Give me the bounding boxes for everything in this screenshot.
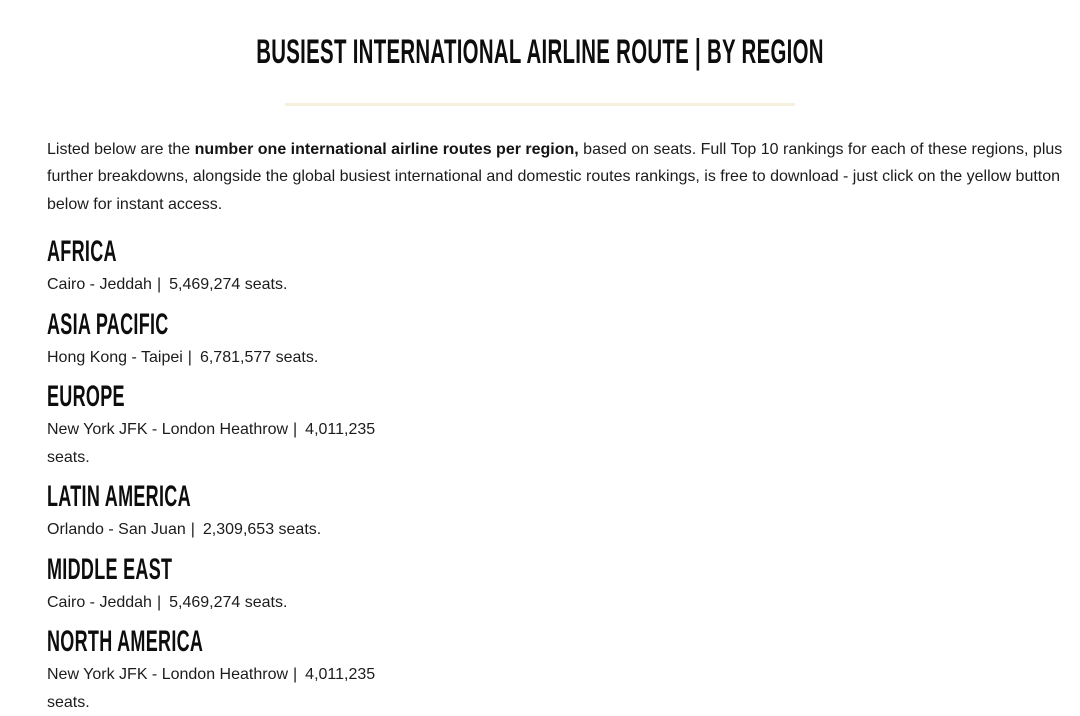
title-block: BUSIEST INTERNATIONAL AIRLINE ROUTE | BY… xyxy=(0,0,1080,92)
route-line: New York JFK - London Heathrow | 4,011,235… xyxy=(47,416,377,471)
route-separator: | xyxy=(156,276,162,294)
route-separator: | xyxy=(293,666,298,684)
route-name: Orlando - San Juan xyxy=(47,521,186,539)
region-heading: ASIA PACIFIC xyxy=(47,307,169,341)
route-seats: 4,011,235 seats. xyxy=(47,421,376,466)
region-heading: LATIN AMERICA xyxy=(47,480,191,514)
region-section-middle-east: MIDDLE EAST Cairo - Jeddah | 5,469,274 sea… xyxy=(47,544,1080,617)
route-line: New York JFK - London Heathrow | 4,011,235… xyxy=(47,661,377,716)
region-section-north-america: NORTH AMERICA New York JFK - London Heat… xyxy=(47,616,1080,716)
region-heading: NORTH AMERICA xyxy=(47,625,204,659)
intro-bold-phrase: number one international airline routes … xyxy=(194,140,579,158)
route-name: New York JFK - London Heathrow xyxy=(47,421,289,439)
region-section-africa: AFRICA Cairo - Jeddah | 5,469,274 seats. xyxy=(47,226,1080,299)
intro-paragraph: Listed below are the number one internat… xyxy=(47,136,1066,219)
route-line: Cairo - Jeddah | 5,469,274 seats. xyxy=(47,589,377,617)
route-seats: 5,469,274 seats. xyxy=(169,593,288,611)
page-title: BUSIEST INTERNATIONAL AIRLINE ROUTE | BY… xyxy=(256,32,824,71)
route-separator: | xyxy=(293,421,298,439)
region-section-europe: EUROPE New York JFK - London Heathrow | 4,… xyxy=(47,371,1080,471)
route-seats: 2,309,653 seats. xyxy=(202,521,322,539)
route-separator: | xyxy=(187,348,192,366)
intro-text-after: based on seats. Full Top 10 rankings for… xyxy=(47,140,1063,213)
region-heading: AFRICA xyxy=(47,235,117,269)
region-list: AFRICA Cairo - Jeddah | 5,469,274 seats. A… xyxy=(47,226,1080,716)
route-name: New York JFK - London Heathrow xyxy=(47,666,289,684)
route-name: Cairo - Jeddah xyxy=(47,276,152,294)
region-section-latin-america: LATIN AMERICA Orlando - San Juan | 2,309,6… xyxy=(47,471,1080,544)
route-seats: 6,781,577 seats. xyxy=(199,348,319,366)
title-underline xyxy=(285,102,795,106)
route-name: Hong Kong - Taipei xyxy=(47,348,183,366)
route-name: Cairo - Jeddah xyxy=(47,593,152,611)
region-section-asia-pacific: ASIA PACIFIC Hong Kong - Taipei | 6,781,57… xyxy=(47,299,1080,372)
route-line: Cairo - Jeddah | 5,469,274 seats. xyxy=(47,271,377,299)
intro-text-before: Listed below are the xyxy=(47,140,195,158)
route-separator: | xyxy=(190,521,195,539)
route-line: Orlando - San Juan | 2,309,653 seats. xyxy=(47,516,377,544)
region-heading: EUROPE xyxy=(47,380,125,414)
route-separator: | xyxy=(156,593,162,611)
region-heading: MIDDLE EAST xyxy=(47,552,173,586)
route-line: Hong Kong - Taipei | 6,781,577 seats. xyxy=(47,344,377,372)
route-seats: 5,469,274 seats. xyxy=(169,276,288,294)
